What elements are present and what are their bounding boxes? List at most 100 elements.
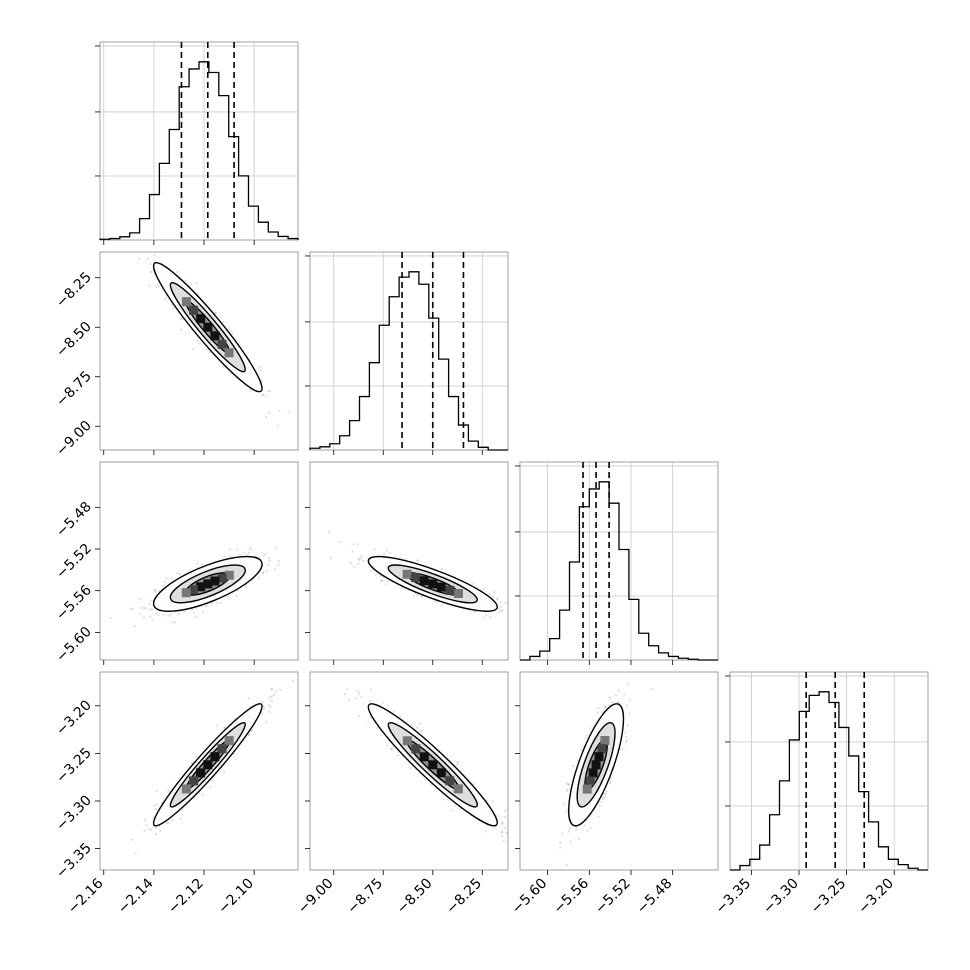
- scatter-point: [501, 609, 504, 612]
- scatter-point: [608, 703, 611, 707]
- scatter-point: [603, 792, 606, 796]
- scatter-point: [148, 615, 152, 618]
- density-cell: [217, 573, 227, 583]
- scatter-panel-2-0: [95, 461, 299, 665]
- scatter-point: [618, 689, 621, 692]
- scatter-point: [229, 330, 232, 333]
- scatter-point: [505, 831, 508, 835]
- x-tick-label: −5.52: [592, 876, 634, 918]
- scatter-point: [145, 607, 148, 610]
- scatter-point: [351, 550, 354, 553]
- scatter-point: [274, 547, 277, 550]
- scatter-point: [258, 365, 262, 368]
- density-cell: [224, 348, 234, 358]
- scatter-point: [614, 694, 617, 697]
- density-cell: [203, 322, 213, 332]
- density-cell: [600, 736, 610, 745]
- scatter-point: [261, 701, 264, 704]
- scatter-point: [565, 863, 569, 867]
- scatter-point: [339, 540, 342, 544]
- scatter-point: [358, 692, 361, 695]
- x-tick-label: −2.10: [215, 876, 257, 918]
- panel-frame: [309, 461, 509, 661]
- scatter-point: [608, 695, 611, 699]
- scatter-point: [386, 549, 389, 552]
- scatter-point: [190, 283, 193, 286]
- scatter-point: [264, 416, 267, 419]
- scatter-point: [473, 610, 476, 614]
- scatter-point: [496, 597, 499, 600]
- scatter-point: [499, 601, 502, 604]
- scatter-point: [262, 572, 265, 575]
- scatter-point: [596, 711, 599, 714]
- scatter-point: [380, 733, 383, 736]
- hist-panel-0: [95, 41, 299, 245]
- scatter-point: [148, 827, 151, 831]
- histogram-0: [99, 61, 299, 240]
- hist-panel-1: [305, 251, 509, 455]
- density-cell: [210, 752, 220, 762]
- density-cell: [182, 297, 191, 307]
- scatter-point: [482, 616, 486, 619]
- density-cell: [411, 573, 421, 582]
- x-tick-label: −2.12: [165, 876, 207, 918]
- x-tick-label: −3.25: [808, 876, 850, 918]
- y-tick-label: −5.60: [53, 624, 95, 666]
- scatter-point: [262, 555, 265, 558]
- scatter-point: [352, 543, 355, 546]
- scatter-panel-2-1: [305, 461, 509, 665]
- scatter-point: [609, 780, 612, 783]
- scatter-point: [489, 616, 492, 619]
- scatter-point: [456, 761, 460, 764]
- density-cell: [210, 331, 220, 341]
- scatter-point: [292, 679, 295, 683]
- y-tick-label: −3.30: [53, 793, 95, 835]
- scatter-point: [369, 688, 373, 691]
- scatter-panel-1-0: [95, 251, 299, 455]
- scatter-point: [171, 819, 174, 822]
- scatter-point: [159, 829, 162, 832]
- y-tick-label: −5.52: [53, 541, 95, 583]
- scatter-point: [600, 800, 603, 803]
- scatter-point: [146, 257, 150, 260]
- scatter-point: [178, 572, 181, 576]
- scatter-point: [129, 607, 132, 610]
- x-tick-label: −3.35: [713, 876, 755, 918]
- scatter-point: [605, 790, 608, 793]
- scatter-point: [499, 605, 503, 608]
- scatter-point: [138, 613, 141, 616]
- panel-frame: [99, 251, 299, 451]
- scatter-point: [167, 790, 170, 793]
- scatter-point: [155, 807, 158, 811]
- scatter-point: [228, 548, 232, 551]
- scatter-point: [360, 695, 363, 699]
- scatter-point: [150, 270, 153, 273]
- scatter-point: [488, 592, 491, 595]
- scatter-point: [166, 614, 170, 617]
- scatter-point: [602, 797, 605, 801]
- density-cell: [436, 768, 446, 778]
- scatter-point: [501, 830, 504, 833]
- x-tick-label: −2.16: [65, 875, 107, 917]
- scatter-point: [249, 389, 252, 392]
- density-cell: [181, 588, 191, 598]
- density-cell: [189, 305, 199, 315]
- scatter-point: [201, 610, 204, 613]
- scatter-point: [148, 284, 151, 287]
- scatter-point: [382, 701, 385, 704]
- scatter-point: [565, 810, 568, 813]
- scatter-point: [502, 840, 505, 843]
- scatter-point: [223, 555, 226, 558]
- density-cell: [594, 752, 604, 762]
- y-tick-label: −5.56: [53, 582, 95, 624]
- scatter-point: [145, 824, 148, 827]
- scatter-point: [264, 552, 267, 556]
- scatter-point: [498, 610, 501, 613]
- scatter-point: [327, 530, 331, 534]
- scatter-point: [367, 721, 370, 724]
- scatter-point: [400, 587, 403, 590]
- panel-frame: [519, 461, 719, 661]
- scatter-point: [173, 621, 177, 624]
- scatter-point: [420, 595, 423, 599]
- scatter-point: [559, 841, 562, 844]
